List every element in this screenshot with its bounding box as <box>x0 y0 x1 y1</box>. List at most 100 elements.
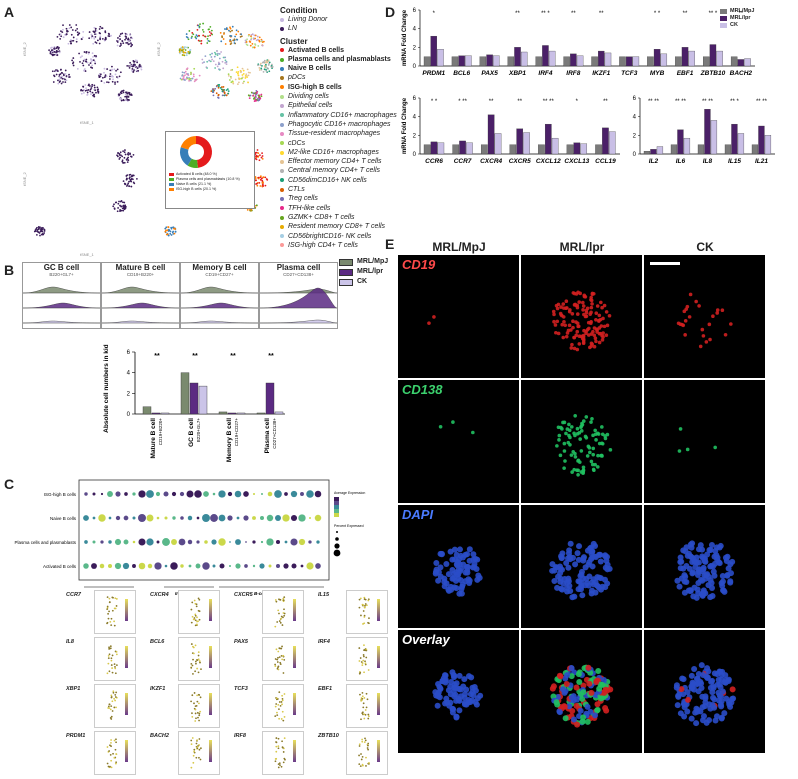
cell <box>592 326 597 330</box>
d-bar <box>423 144 431 155</box>
tsne-point <box>258 98 261 101</box>
cell <box>578 568 585 575</box>
tsne-point <box>100 27 103 30</box>
dot <box>267 491 273 497</box>
cell <box>678 575 685 582</box>
dot <box>227 491 233 497</box>
cell <box>589 554 596 561</box>
tsne-point <box>129 176 131 178</box>
tsne-point <box>120 205 123 208</box>
tsne-point <box>58 78 61 81</box>
legend-cluster-item: Phagocytic CD16+ macrophages <box>280 120 391 129</box>
tsne-point <box>97 91 100 94</box>
d-ytick: 0 <box>413 64 417 70</box>
cell <box>553 323 558 327</box>
tsne-point <box>94 62 97 65</box>
tsne-point <box>136 61 139 64</box>
tsne-point <box>55 70 57 73</box>
cell <box>694 299 698 304</box>
cell <box>677 554 684 561</box>
tsne-point <box>262 176 265 179</box>
cell <box>564 588 571 595</box>
tsne-point <box>103 67 106 70</box>
tsne-point <box>260 93 263 96</box>
legend-cluster-item: M2-like CD16+ macrophages <box>280 148 380 157</box>
cell <box>711 572 718 579</box>
cell <box>578 437 582 441</box>
tsne-point <box>89 62 92 65</box>
tsne-point <box>83 58 86 61</box>
cell <box>593 678 600 685</box>
cell <box>597 558 604 565</box>
d-significance: * ** <box>458 99 467 105</box>
tsne-point <box>124 153 127 156</box>
dot <box>138 514 146 522</box>
cell <box>558 453 563 458</box>
tsne-point <box>255 151 258 154</box>
d-bar <box>656 146 664 155</box>
tsne-point <box>192 75 195 78</box>
tsne-point <box>241 74 244 76</box>
tsne-point <box>35 233 38 236</box>
cell <box>580 714 587 721</box>
dot <box>314 490 322 498</box>
tsne-point <box>255 204 258 207</box>
tsne-point <box>124 32 127 35</box>
tsne-point <box>128 174 131 176</box>
cell <box>698 662 705 669</box>
tsne-point <box>107 32 110 35</box>
tsne-point <box>192 33 195 36</box>
tsne-point <box>133 60 136 63</box>
tsne-point <box>51 54 54 57</box>
b-category-sub: CD19+CD27+ <box>234 418 239 447</box>
d-category-label: CXCL12 <box>536 158 561 165</box>
cell <box>688 292 693 297</box>
legend-cluster-item: Inflammatory CD16+ macrophages <box>280 111 397 120</box>
dot <box>284 540 288 544</box>
dot <box>123 539 129 545</box>
cell <box>595 304 600 308</box>
cell <box>575 671 582 678</box>
dot <box>196 540 200 544</box>
b-category-sub: CD19+B220+ <box>158 418 163 446</box>
tsne-point <box>267 67 270 70</box>
cell <box>685 447 690 452</box>
b-bar <box>265 382 275 415</box>
tsne-point <box>258 67 261 69</box>
tsne-point <box>261 158 264 160</box>
e-row-label: CD19 <box>402 257 436 272</box>
tsne-point <box>247 94 250 97</box>
cell <box>718 698 725 705</box>
tsne-point <box>187 50 190 53</box>
dot <box>178 538 186 546</box>
cell <box>449 556 456 563</box>
violin-label: CXCR5 <box>234 592 253 598</box>
d-significance: ** <box>571 11 576 17</box>
tsne-point <box>135 177 138 180</box>
tsne-point <box>48 49 50 52</box>
cell <box>590 302 594 306</box>
tsne-point <box>184 70 187 73</box>
tsne-point <box>210 56 213 58</box>
tsne-point <box>112 78 114 81</box>
dot <box>212 564 216 568</box>
cell <box>591 446 596 451</box>
cell <box>572 346 577 351</box>
d-bar <box>730 56 738 67</box>
cell <box>701 555 708 562</box>
d-bar <box>487 114 495 155</box>
cell <box>603 434 607 438</box>
tsne-point <box>212 94 215 97</box>
violin-panel <box>346 684 388 728</box>
tsne-point <box>95 42 98 44</box>
d-bar <box>764 135 772 155</box>
cell <box>559 425 563 430</box>
violin-panel <box>346 590 388 634</box>
dot <box>235 539 241 545</box>
tsne-point <box>136 59 138 62</box>
tsne-point <box>110 34 112 37</box>
cell <box>471 430 475 435</box>
tsne-point <box>260 67 263 70</box>
tsne-point <box>252 92 255 95</box>
d-bar <box>437 142 445 155</box>
